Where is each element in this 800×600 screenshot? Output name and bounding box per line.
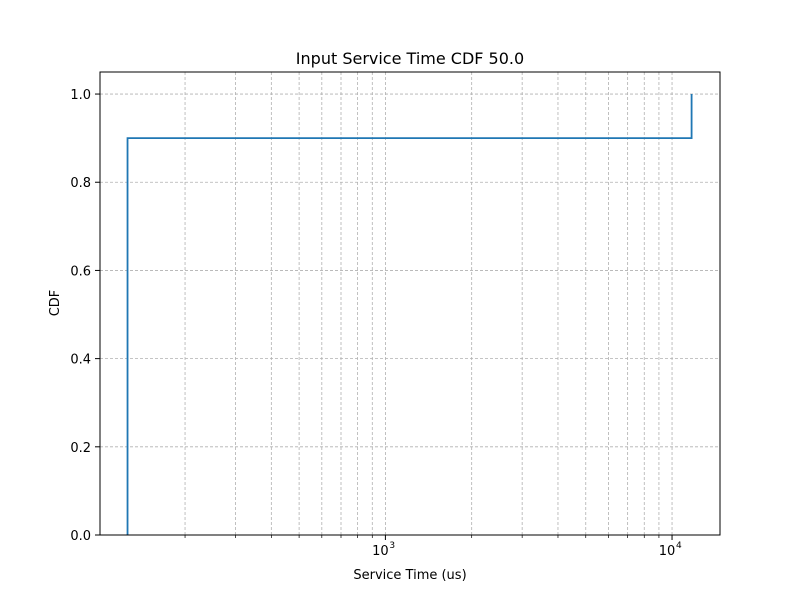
tick-labels: 10 3 10 40.00.20.40.60.81.0	[70, 88, 682, 559]
plot-frame	[99, 71, 721, 536]
y-tick-label: 0.8	[70, 176, 91, 191]
y-tick-label: 1.0	[70, 88, 91, 103]
x-tick-label-exponent: 3	[389, 541, 395, 551]
plot-area-background	[100, 72, 720, 535]
y-tick-label: 0.6	[70, 264, 91, 279]
series-layer	[126, 94, 693, 535]
y-tick-label: 0.2	[70, 441, 91, 456]
x-tick-label-exponent: 4	[676, 541, 682, 551]
x-tick-label: 10	[659, 544, 676, 559]
y-tick-label: 0.4	[70, 353, 91, 368]
x-tick-label: 10	[372, 544, 389, 559]
chart-title: Input Service Time CDF 50.0	[296, 49, 524, 68]
ticks	[95, 93, 673, 540]
x-axis-label: Service Time (us)	[353, 568, 466, 583]
grid	[100, 72, 720, 536]
y-tick-label: 0.0	[70, 529, 91, 544]
cdf-series-line	[126, 94, 693, 535]
y-axis-label: CDF	[48, 290, 63, 317]
